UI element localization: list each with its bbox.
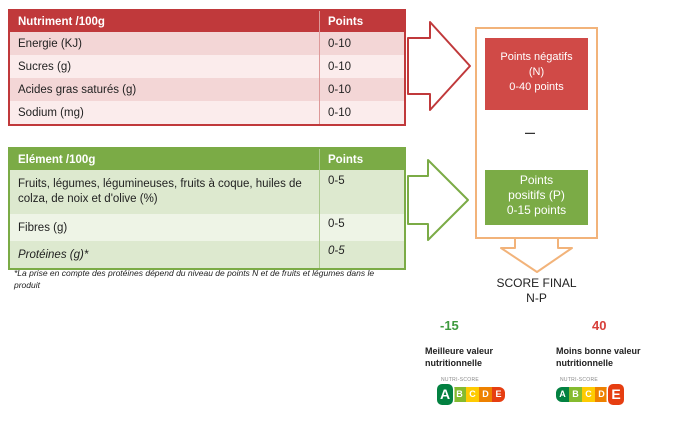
pos-box-line2: positifs (P) — [508, 188, 565, 202]
pos-box-line3: 0-15 points — [506, 203, 567, 217]
points-value: 0-10 — [319, 101, 405, 125]
nutriscore-letter-c: C — [466, 387, 479, 402]
table-row: Sodium (mg) 0-10 — [9, 101, 405, 125]
points-value: 0-10 — [319, 32, 405, 55]
final-score-title: SCORE FINAL N-P — [480, 276, 593, 306]
table-row: Sucres (g) 0-10 — [9, 55, 405, 78]
nutrient-label: Sucres (g) — [9, 55, 320, 78]
table-row: Fruits, légumes, légumineuses, fruits à … — [9, 170, 405, 214]
best-caption-line1: Meilleure valeur — [425, 346, 494, 356]
negative-arrow — [407, 21, 471, 111]
worst-caption-line1: Moins bonne valeur — [556, 346, 641, 356]
score-line2: N-P — [526, 291, 547, 305]
neg-header-nutrient: Nutriment /100g — [9, 10, 320, 32]
worst-caption: Moins bonne valeur nutritionnelle — [556, 345, 641, 369]
nutriscore-letter-e: E — [492, 387, 505, 402]
neg-box-line2: (N) — [528, 66, 545, 78]
pos-box-line1: Points — [519, 173, 554, 187]
score-line1: SCORE FINAL — [496, 276, 577, 290]
table-row: Energie (KJ) 0-10 — [9, 32, 405, 55]
negative-points-box: Points négatifs (N) 0-40 points — [485, 38, 588, 110]
element-label: Protéines (g)* — [9, 241, 320, 269]
points-value: 0-10 — [319, 55, 405, 78]
positive-points-box: Points positifs (P) 0-15 points — [485, 170, 588, 225]
nutrient-label: Energie (KJ) — [9, 32, 320, 55]
nutrient-label: Acides gras saturés (g) — [9, 78, 320, 101]
table-row: Fibres (g) 0-5 — [9, 214, 405, 241]
nutriscore-letter-a: A — [437, 384, 453, 405]
best-caption: Meilleure valeur nutritionnelle — [425, 345, 493, 369]
nutrient-label: Sodium (mg) — [9, 101, 320, 125]
table-row: Acides gras saturés (g) 0-10 — [9, 78, 405, 101]
negative-nutrients-table: Nutriment /100g Points Energie (KJ) 0-10… — [8, 9, 406, 126]
nutriscore-letter-b: B — [453, 387, 466, 402]
element-label: Fruits, légumes, légumineuses, fruits à … — [9, 170, 320, 214]
protein-footnote: *La prise en compte des protéines dépend… — [14, 268, 375, 290]
worst-score-value: 40 — [592, 318, 607, 333]
nutriscore-letter-b: B — [569, 387, 582, 402]
positive-arrow — [407, 159, 469, 241]
nutriscore-letter-e: E — [608, 384, 624, 405]
nutriscore-letter-a: A — [556, 387, 569, 402]
nutriscore-letter-d: D — [479, 387, 492, 402]
pos-header-points: Points — [319, 148, 405, 170]
points-value: 0-5 — [319, 170, 405, 214]
score-down-arrow — [500, 237, 573, 273]
points-value: 0-5 — [319, 241, 405, 269]
worst-caption-line2: nutritionnelle — [556, 358, 613, 368]
best-score-value: -15 — [440, 318, 459, 333]
minus-sign: – — [525, 122, 536, 142]
nutriscore-letter-c: C — [582, 387, 595, 402]
neg-box-line1: Points négatifs — [500, 51, 573, 63]
nutriscore-letter-d: D — [595, 387, 608, 402]
points-value: 0-10 — [319, 78, 405, 101]
best-caption-line2: nutritionnelle — [425, 358, 482, 368]
positive-elements-table: Elément /100g Points Fruits, légumes, lé… — [8, 147, 406, 270]
nutriscore-label: NUTRI-SCORE — [441, 377, 480, 383]
nutriscore-label: NUTRI-SCORE — [560, 377, 599, 383]
table-row: Protéines (g)* 0-5 — [9, 241, 405, 269]
neg-header-points: Points — [319, 10, 405, 32]
pos-header-element: Elément /100g — [9, 148, 320, 170]
neg-box-line3: 0-40 points — [509, 81, 564, 93]
element-label: Fibres (g) — [9, 214, 320, 241]
points-value: 0-5 — [319, 214, 405, 241]
